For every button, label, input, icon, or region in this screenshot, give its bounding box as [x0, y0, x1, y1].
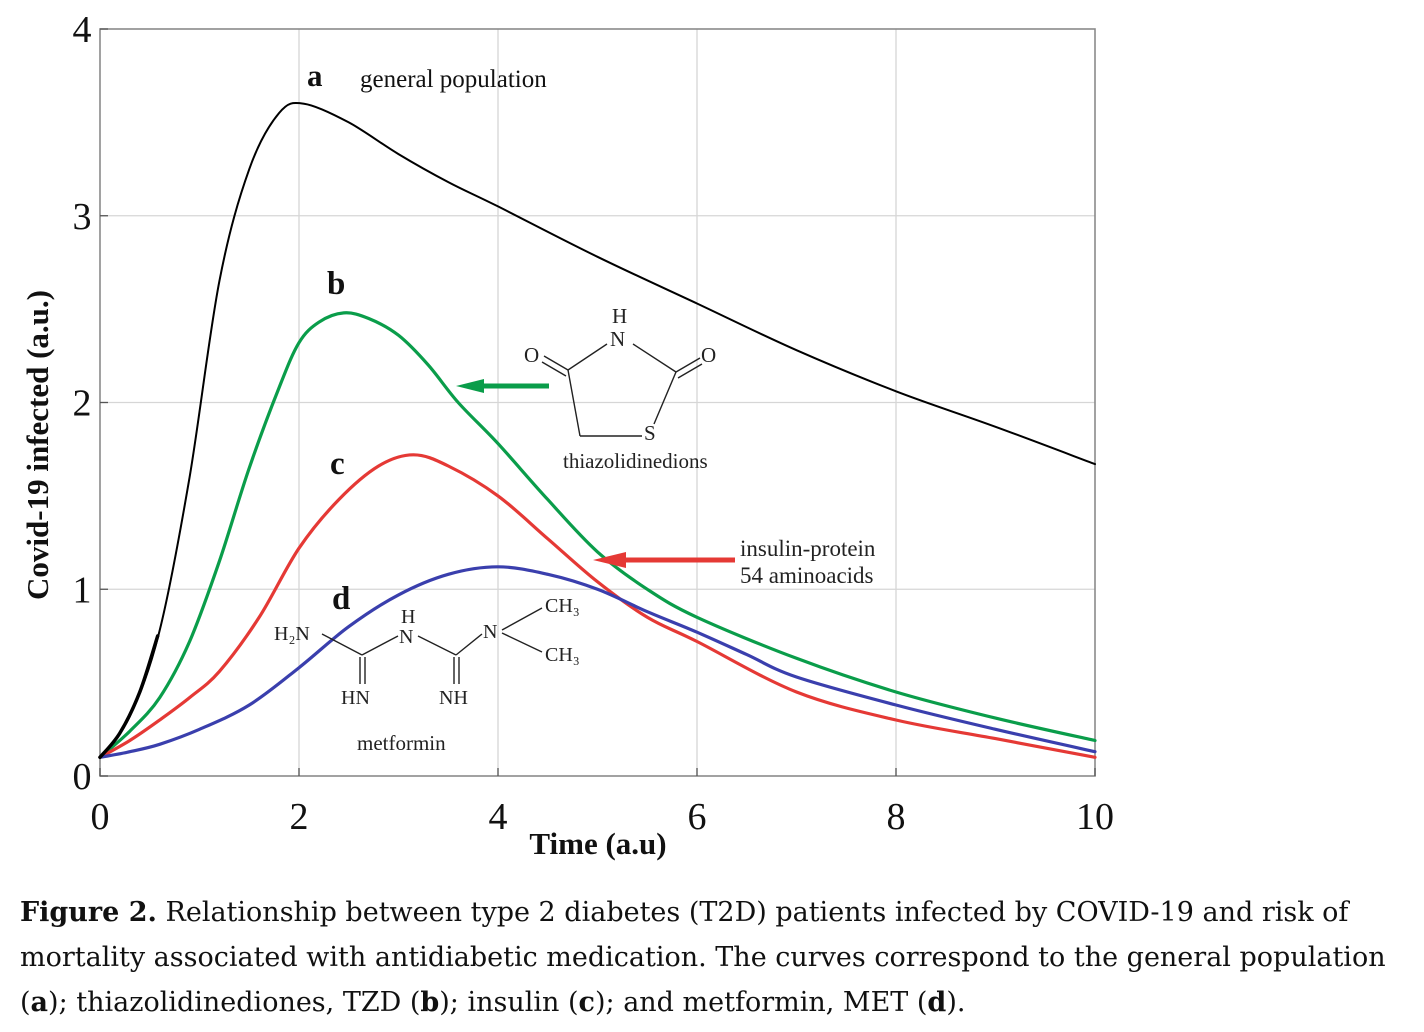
insulin-label-line1: insulin-protein: [740, 536, 876, 561]
series-line-c: [98, 453, 1097, 759]
x-tick-label: 10: [1076, 796, 1114, 838]
caption-text-1: Relationship between type 2 diabetes (T2…: [156, 897, 1349, 928]
metformin-atom-ch3-bottom: CH₃: [545, 644, 580, 666]
x-axis-label: Time (a.u): [529, 826, 666, 861]
tzd-arrow: [456, 379, 549, 393]
y-axis-label: Covid-19 infected (a.u.): [20, 290, 55, 600]
caption-part: ); thiazolidinediones, TZD (: [48, 987, 421, 1018]
metformin-atom-h2n: H₂N: [274, 623, 310, 645]
series-line-d: [98, 565, 1097, 759]
ticks: 0 2 4 6 8 10 0 1 2 3 4: [73, 9, 1115, 838]
caption-line-1: Figure 2. Relationship between type 2 di…: [20, 890, 1415, 935]
grid: [100, 29, 1095, 776]
tzd-atom-o-right: O: [701, 343, 716, 367]
curve-d-letter: d: [332, 581, 350, 617]
tzd-atom-labels: H N O O S: [524, 304, 716, 445]
y-tick-label: 4: [73, 9, 92, 51]
metformin-atom-labels: H₂N H N N CH₃ CH₃ HN NH: [274, 595, 580, 709]
insulin-label-line2: 54 aminoacids: [740, 563, 874, 588]
x-tick-label: 2: [290, 796, 309, 838]
x-tick-label: 6: [688, 796, 707, 838]
caption-figure-label: Figure 2.: [20, 897, 157, 928]
tzd-label: thiazolidinedions: [563, 449, 708, 473]
tzd-atom-n: N: [610, 327, 625, 351]
series-line-early-segment: [98, 634, 160, 760]
y-tick-label: 3: [73, 196, 92, 238]
tzd-atom-h: H: [612, 304, 627, 328]
caption-part: ); and metformin, MET (: [594, 987, 928, 1018]
series-group: [98, 101, 1097, 760]
metformin-atom-ch3-top: CH₃: [545, 595, 580, 617]
caption-part: ); insulin (: [439, 987, 579, 1018]
metformin-atom-hn: HN: [341, 687, 370, 709]
curve-a-label: general population: [360, 66, 547, 93]
tzd-atom-s: S: [644, 421, 656, 445]
caption-part: (: [20, 987, 31, 1018]
caption-letter-b: b: [420, 987, 440, 1018]
metformin-atom-nh: NH: [439, 687, 468, 709]
figure-caption: Figure 2. Relationship between type 2 di…: [20, 890, 1415, 1025]
y-tick-label: 2: [73, 383, 92, 425]
series-line-a: [99, 101, 1096, 759]
metformin-molecule: [321, 607, 543, 684]
series-line-b: [98, 311, 1097, 759]
chart: 0 2 4 6 8 10 0 1 2 3 4 Time (a.u) Covid-19 infecte…: [20, 9, 1115, 861]
caption-line-2: mortality associated with antidiabetic m…: [20, 942, 1386, 973]
x-tick-label: 8: [887, 796, 906, 838]
tzd-atom-o-left: O: [524, 343, 539, 367]
caption-line-3: (a); thiazolidinediones, TZD (b); insuli…: [20, 980, 1415, 1025]
metformin-atom-h: H: [401, 606, 415, 628]
metformin-label: metformin: [357, 731, 446, 755]
curve-a-letter: a: [307, 58, 323, 93]
tzd-molecule: [541, 343, 703, 437]
caption-letter-d: d: [927, 987, 947, 1018]
metformin-atom-n2: N: [483, 621, 497, 643]
x-tick-label: 4: [489, 796, 508, 838]
y-tick-label: 0: [73, 756, 92, 798]
y-tick-label: 1: [73, 569, 92, 611]
x-tick-label: 0: [91, 796, 110, 838]
metformin-atom-n1: N: [399, 626, 413, 648]
caption-letter-c: c: [578, 987, 595, 1018]
caption-letter-a: a: [30, 987, 49, 1018]
curve-c-letter: c: [330, 446, 345, 482]
insulin-arrow: [593, 552, 735, 568]
caption-part: ).: [946, 987, 966, 1018]
curve-b-letter: b: [327, 266, 345, 302]
